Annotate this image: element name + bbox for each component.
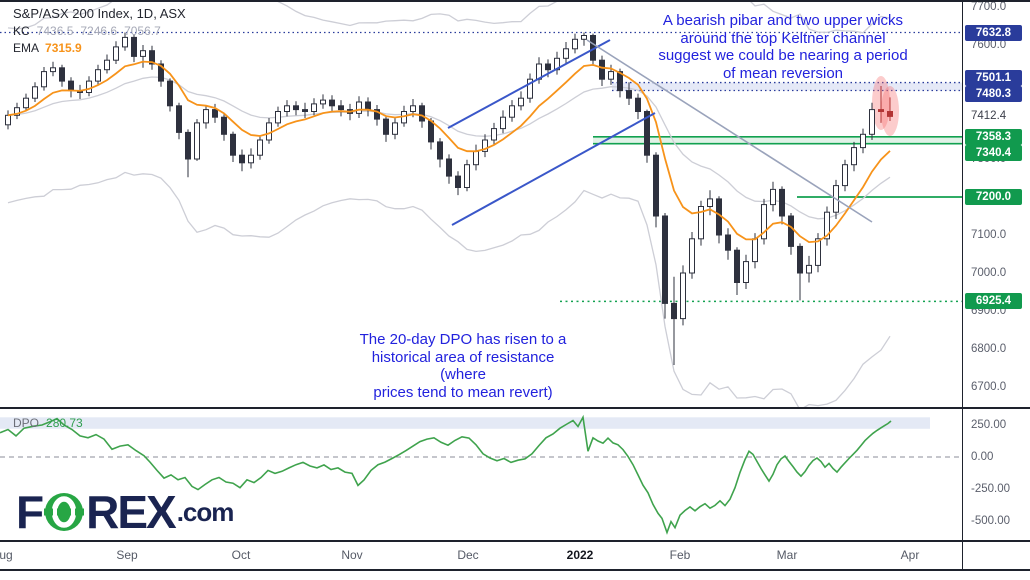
- axis-month-label: Mar: [776, 548, 798, 562]
- price-level-badge: 7200.0: [965, 189, 1022, 205]
- forex-com-logo: F REX .com: [16, 486, 235, 538]
- dpo-legend[interactable]: DPO 280.73: [13, 416, 83, 430]
- kc-lower-value: 7056.7: [124, 24, 161, 38]
- axis-month-label: Oct: [231, 548, 251, 562]
- bottom-border: [0, 569, 1030, 571]
- axis-price-tick: 250.00: [971, 419, 1007, 431]
- axis-price-tick: 6700.0: [971, 381, 1007, 393]
- logo-letters-rex: REX: [86, 486, 177, 538]
- axis-price-tick: -250.00: [971, 483, 1011, 495]
- top-border: [0, 0, 1030, 2]
- logo-letter-f: F: [16, 486, 44, 538]
- dpo-line: [0, 414, 892, 535]
- axis-month-label: Apr: [900, 548, 920, 562]
- price-level-badge: 6925.4: [965, 293, 1022, 309]
- price-level-badge: 7632.8: [965, 25, 1022, 41]
- candles-layer[interactable]: [5, 32, 893, 366]
- axis-month-label: Dec: [457, 548, 479, 562]
- dpo-value: 280.73: [46, 416, 83, 430]
- kc-legend-row[interactable]: KC 7436.5 7246.6 7056.7: [13, 24, 186, 38]
- logo-dotcom: .com: [176, 497, 235, 527]
- symbol-title[interactable]: S&P/ASX 200 Index, 1D, ASX: [13, 6, 186, 21]
- ema-legend-row[interactable]: EMA 7315.9: [13, 41, 186, 55]
- kc-upper-value: 7436.5: [36, 24, 74, 38]
- price-level-badge: 7340.4: [965, 145, 1022, 161]
- dpo-label: DPO: [13, 416, 40, 430]
- time-axis[interactable]: ug Sep Oct Nov Dec 2022 Feb Mar Apr: [0, 542, 1030, 570]
- ema-line: [7, 60, 891, 244]
- axis-vertical-separator: [962, 0, 963, 571]
- ema-value: 7315.9: [45, 41, 82, 55]
- axis-price-tick: 7000.0: [971, 267, 1007, 279]
- time-axis-border: [0, 540, 1030, 542]
- kc-mid-value: 7246.6: [80, 24, 118, 38]
- pane-separator[interactable]: [0, 407, 1030, 409]
- kc-label: KC: [13, 24, 30, 38]
- axis-month-label: Sep: [116, 548, 138, 562]
- keltner-channel-lines: [7, 0, 891, 409]
- chart-legend[interactable]: S&P/ASX 200 Index, 1D, ASX KC 7436.5 7246.…: [13, 6, 186, 58]
- axis-month-label: Feb: [669, 548, 691, 562]
- annotation-bearish-pinbar[interactable]: A bearish pibar and two upper wicks arou…: [658, 12, 908, 82]
- axis-price-tick: 6800.0: [971, 343, 1007, 355]
- axis-month-label: 2022: [566, 548, 594, 562]
- logo-o-icon: [44, 492, 85, 532]
- axis-price-tick: -500.00: [971, 515, 1011, 527]
- ema-label: EMA: [13, 41, 40, 55]
- dpo-resistance-band[interactable]: [0, 417, 930, 429]
- price-level-badge: 7480.3: [965, 86, 1022, 102]
- axis-month-label: ug: [0, 548, 13, 562]
- dpo-indicator-pane[interactable]: [0, 409, 962, 541]
- axis-price-tick: 7700.0: [971, 1, 1007, 13]
- axis-price-tick: 7100.0: [971, 229, 1007, 241]
- axis-price-tick: 7600.0: [971, 39, 1007, 51]
- main-price-pane[interactable]: [0, 0, 962, 409]
- price-level-badge: 7358.3: [965, 129, 1022, 145]
- price-level-badge: 7501.1: [965, 70, 1022, 86]
- price-axis[interactable]: 7700.07600.07300.07100.07000.06900.06800…: [962, 0, 1030, 571]
- trendline-drawings[interactable]: [447, 39, 873, 226]
- last-price-label: 7412.4: [971, 110, 1007, 122]
- axis-month-label: Nov: [341, 548, 363, 562]
- levels-layer[interactable]: [0, 31, 962, 303]
- annotation-dpo-resistance[interactable]: The 20-day DPO has risen to a historical…: [359, 331, 567, 401]
- axis-price-tick: 0.00: [971, 451, 994, 463]
